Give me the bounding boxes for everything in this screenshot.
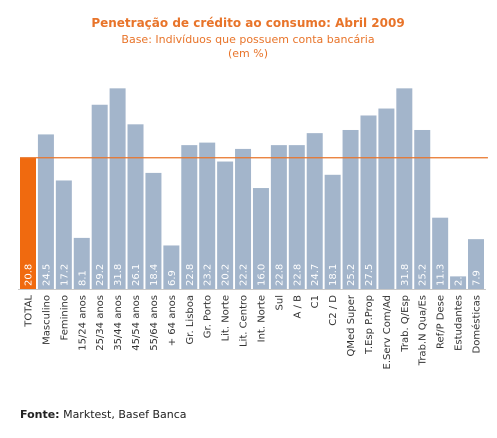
category-label-a-b: A / B <box>292 295 303 319</box>
value-label-25-34-anos: 29.2 <box>95 264 106 286</box>
chart-title: Penetração de crédito ao consumo: Abril … <box>91 16 404 30</box>
value-label-t-esp-p-prop: 27.5 <box>364 264 375 286</box>
value-label-a-b: 22.8 <box>292 264 303 286</box>
category-label-55-64-anos: 55/64 anos <box>149 295 160 351</box>
source-note: Fonte: Marktest, Basef Banca <box>20 408 187 421</box>
value-label-35-44-anos: 31.8 <box>113 264 124 286</box>
bar-sul <box>270 145 287 289</box>
category-label-int-norte: Int. Norte <box>256 295 267 342</box>
category-label-qmed-super: QMed Super <box>346 294 357 356</box>
bar-35-44-anos <box>109 88 126 289</box>
category-label-sul: Sul <box>274 295 285 310</box>
bars-group <box>20 88 484 289</box>
bar-lit-centro <box>235 148 252 289</box>
value-label-45-54-anos: 26.1 <box>131 264 142 286</box>
value-label-55-64-anos: 18.4 <box>149 264 160 286</box>
category-labels-group: TOTAL Masculino Feminino 15/24 anos 25/34 an… <box>24 294 483 369</box>
value-label-qmed-super: 25.2 <box>346 264 357 286</box>
bar-gr-porto <box>199 142 216 289</box>
value-label-total: 20.8 <box>24 264 35 286</box>
value-label-15-24-anos: 8.1 <box>77 270 88 286</box>
bar-feminino <box>55 180 72 289</box>
bar-c1 <box>306 133 323 289</box>
value-label-domesticas: 7.9 <box>472 270 483 286</box>
source-label: Fonte: <box>20 408 60 421</box>
bar-masculino <box>37 134 54 289</box>
category-label-trab-n-qua-es: Trab.N Qua/Es <box>418 295 429 366</box>
chart-unit-note: (em %) <box>228 47 268 60</box>
category-label-trab-q-esp: Trab. Q/Esp <box>400 295 411 353</box>
category-label-estudantes: Estudantes <box>454 295 465 351</box>
value-labels-group: 20.8 24.5 17.2 8.1 29.2 31.8 26.1 18.4 6.9 22.8 23… <box>24 264 483 286</box>
value-label-ref-p-dese: 11.3 <box>436 264 447 286</box>
bar-25-34-anos <box>91 104 108 289</box>
value-label-c2-d: 18.1 <box>328 264 339 286</box>
source-text: Marktest, Basef Banca <box>59 408 187 421</box>
category-label-gr-porto: Gr. Porto <box>203 295 214 338</box>
value-label-trab-q-esp: 31.8 <box>400 264 411 286</box>
bar-a-b <box>288 145 305 289</box>
category-label-e-serv-com-ad: E.Serv Com/Ad <box>382 295 393 369</box>
bar-ref-p-dese <box>432 217 449 289</box>
value-label-64-anos: 6.9 <box>167 270 178 286</box>
category-label-lit-centro: Lit. Centro <box>239 295 250 347</box>
category-label-25-34-anos: 25/34 anos <box>95 295 106 351</box>
bar-qmed-super <box>342 129 359 289</box>
bar-t-esp-p-prop <box>360 115 377 289</box>
category-label-15-24-anos: 15/24 anos <box>77 295 88 351</box>
value-label-sul: 22.8 <box>274 264 285 286</box>
value-label-lit-norte: 20.2 <box>221 264 232 286</box>
chart-subtitle: Base: Indivíduos que possuem conta bancá… <box>121 33 374 46</box>
value-label-trab-n-qua-es: 25.2 <box>418 264 429 286</box>
bar-lit-norte <box>217 161 234 289</box>
value-label-gr-lisboa: 22.8 <box>185 264 196 286</box>
category-label-c2-d: C2 / D <box>328 295 339 326</box>
value-label-gr-porto: 23.2 <box>203 264 214 286</box>
category-label-gr-lisboa: Gr. Lisboa <box>185 295 196 344</box>
bar-c2-d <box>324 174 341 289</box>
value-label-masculino: 24.5 <box>41 264 52 286</box>
category-label-domesticas: Domésticas <box>471 295 483 353</box>
bar-domesticas <box>468 239 484 289</box>
category-label-feminino: Feminino <box>59 295 70 340</box>
category-label-45-54-anos: 45/54 anos <box>131 295 142 351</box>
category-label-t-esp-p-prop: T.Esp P.Prop <box>364 295 375 355</box>
value-label-estudantes: 2.0 <box>454 270 465 286</box>
bar-trab-n-qua-es <box>414 129 431 289</box>
category-label-64-anos: + 64 anos <box>167 295 178 346</box>
bar-estudantes <box>450 276 467 289</box>
category-label-total: TOTAL <box>24 295 35 328</box>
bar-64-anos <box>163 245 180 289</box>
value-label-feminino: 17.2 <box>59 264 70 286</box>
value-label-lit-centro: 22.2 <box>239 264 250 286</box>
bar-int-norte <box>252 188 269 289</box>
bar-15-24-anos <box>73 237 90 289</box>
value-label-c1: 24.7 <box>310 264 321 286</box>
bar-total <box>20 157 36 289</box>
bar-trab-q-esp <box>396 88 413 289</box>
bar-e-serv-com-ad <box>378 108 395 289</box>
bar-45-54-anos <box>127 124 144 289</box>
category-label-c1: C1 <box>310 295 321 308</box>
value-label-int-norte: 16.0 <box>256 264 267 286</box>
category-label-ref-p-dese: Ref/P Dese <box>436 295 447 349</box>
category-label-lit-norte: Lit. Norte <box>221 295 232 341</box>
category-label-35-44-anos: 35/44 anos <box>113 295 124 351</box>
category-label-masculino: Masculino <box>41 295 52 345</box>
bar-55-64-anos <box>145 172 162 289</box>
bar-gr-lisboa <box>181 145 198 289</box>
